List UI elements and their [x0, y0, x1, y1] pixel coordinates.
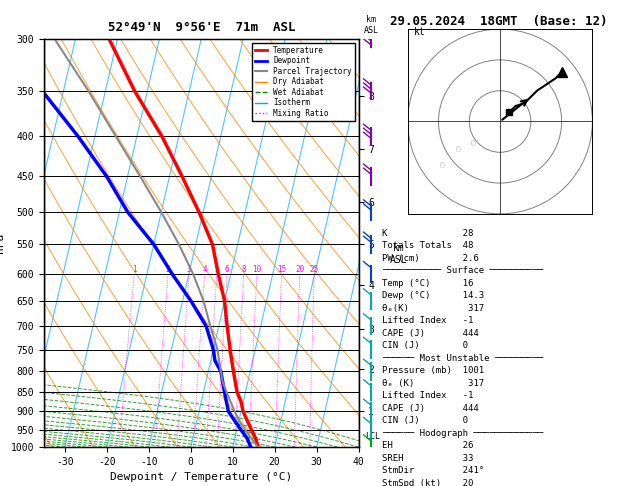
Text: 25: 25	[309, 265, 319, 274]
Text: km
ASL: km ASL	[364, 16, 379, 35]
Text: o: o	[469, 138, 476, 148]
Text: 20: 20	[295, 265, 304, 274]
Text: K              28
Totals Totals  48
PW (cm)        2.6
─────────── Surface ─────: K 28 Totals Totals 48 PW (cm) 2.6 ──────…	[382, 228, 543, 486]
Text: 8: 8	[242, 265, 246, 274]
Legend: Temperature, Dewpoint, Parcel Trajectory, Dry Adiabat, Wet Adiabat, Isotherm, Mi: Temperature, Dewpoint, Parcel Trajectory…	[252, 43, 355, 121]
Text: 3: 3	[187, 265, 191, 274]
Text: 1: 1	[132, 265, 136, 274]
Text: 2: 2	[166, 265, 170, 274]
Text: o: o	[438, 160, 445, 170]
Text: 5: 5	[214, 265, 219, 274]
Text: 4: 4	[203, 265, 207, 274]
Text: 6: 6	[225, 265, 230, 274]
Text: 10: 10	[252, 265, 262, 274]
Text: LCL: LCL	[365, 432, 380, 441]
Y-axis label: hPa: hPa	[0, 233, 5, 253]
X-axis label: Dewpoint / Temperature (°C): Dewpoint / Temperature (°C)	[110, 472, 292, 483]
Text: 29.05.2024  18GMT  (Base: 12): 29.05.2024 18GMT (Base: 12)	[390, 15, 608, 28]
Text: o: o	[454, 144, 460, 154]
Title: 52°49'N  9°56'E  71m  ASL: 52°49'N 9°56'E 71m ASL	[108, 20, 295, 34]
Text: 15: 15	[277, 265, 286, 274]
Y-axis label: km
ASL: km ASL	[391, 243, 408, 264]
Text: kt: kt	[414, 27, 426, 37]
